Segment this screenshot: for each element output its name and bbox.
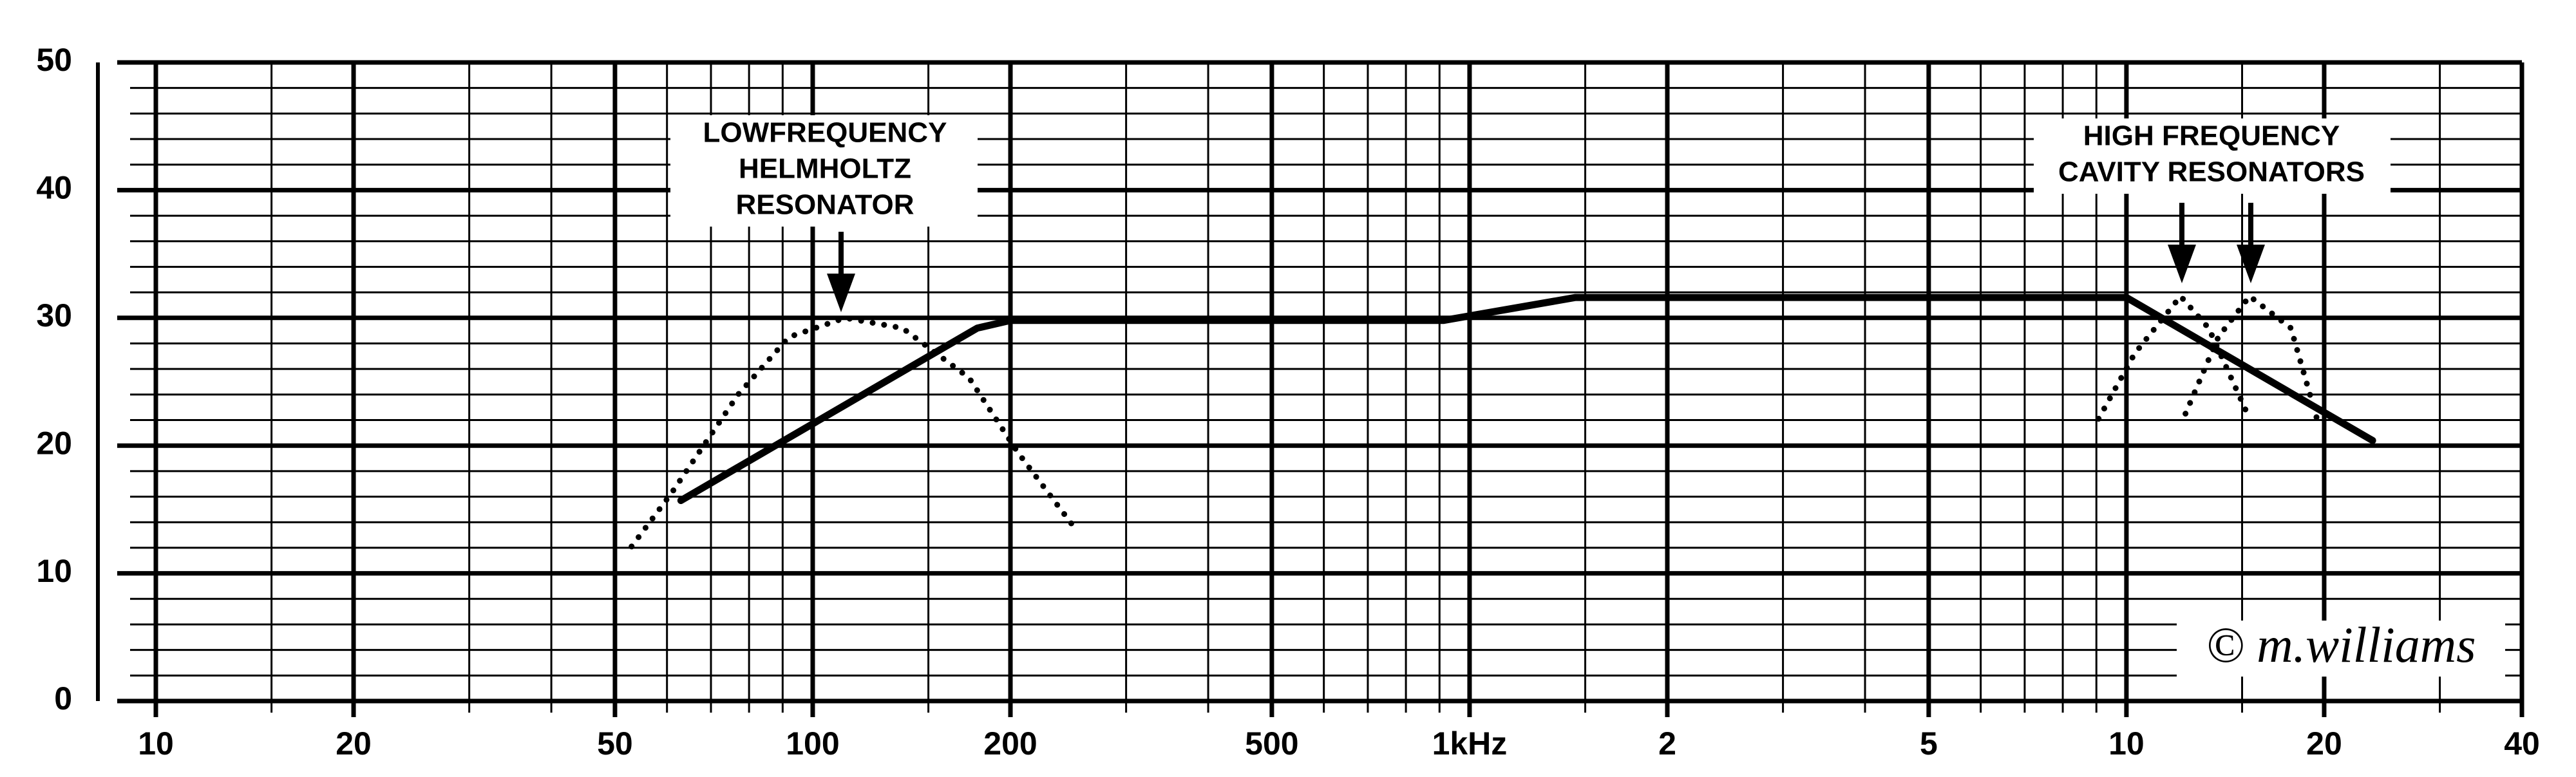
x-tick-label: 2 bbox=[1658, 726, 1676, 762]
lines bbox=[629, 293, 2376, 550]
x-tick-label: 5 bbox=[1920, 726, 1938, 762]
x-tick-label: 10 bbox=[2108, 726, 2145, 762]
copyright: © m.williams bbox=[2206, 617, 2476, 673]
x-tick-label: 50 bbox=[597, 726, 633, 762]
arrow-head bbox=[2168, 245, 2196, 283]
arrow-head bbox=[2237, 245, 2265, 283]
y-tick-label: 20 bbox=[36, 425, 72, 461]
annotation-text: HELMHOLTZ bbox=[739, 153, 911, 185]
y-tick-label: 0 bbox=[54, 680, 72, 716]
copyright-box bbox=[2177, 621, 2505, 677]
annotation-text: HIGH FREQUENCY bbox=[2083, 120, 2340, 152]
arrow-head bbox=[827, 274, 855, 312]
y-tick-label: 10 bbox=[36, 553, 72, 589]
annotation-box bbox=[670, 115, 978, 227]
y-tick-label: 30 bbox=[36, 297, 72, 333]
x-tick-label: 200 bbox=[983, 726, 1037, 762]
dotted-line bbox=[2183, 293, 2322, 427]
y-tick-label: 50 bbox=[36, 42, 72, 78]
annotation-text: RESONATOR bbox=[735, 189, 914, 221]
x-tick-label: 10 bbox=[138, 726, 174, 762]
annotation-text: CAVITY RESONATORS bbox=[2058, 156, 2365, 188]
x-tick-label: 100 bbox=[786, 726, 839, 762]
annotation-box bbox=[2034, 118, 2391, 194]
y-tick-label: 40 bbox=[36, 170, 72, 206]
x-tick-label: 20 bbox=[336, 726, 372, 762]
line bbox=[677, 294, 2376, 504]
dotted-line bbox=[629, 315, 1079, 550]
annotations: LOWFREQUENCY HELMHOLTZ RESONATOR HIGH FR… bbox=[670, 115, 2505, 677]
dotted-line bbox=[2096, 293, 2253, 422]
x-tick-label: 1kHz bbox=[1432, 726, 1508, 762]
x-tick-label: 20 bbox=[2306, 726, 2342, 762]
x-tick-label: 40 bbox=[2504, 726, 2540, 762]
annotation-text: LOWFREQUENCY bbox=[703, 117, 947, 149]
x-tick-label: 500 bbox=[1245, 726, 1298, 762]
